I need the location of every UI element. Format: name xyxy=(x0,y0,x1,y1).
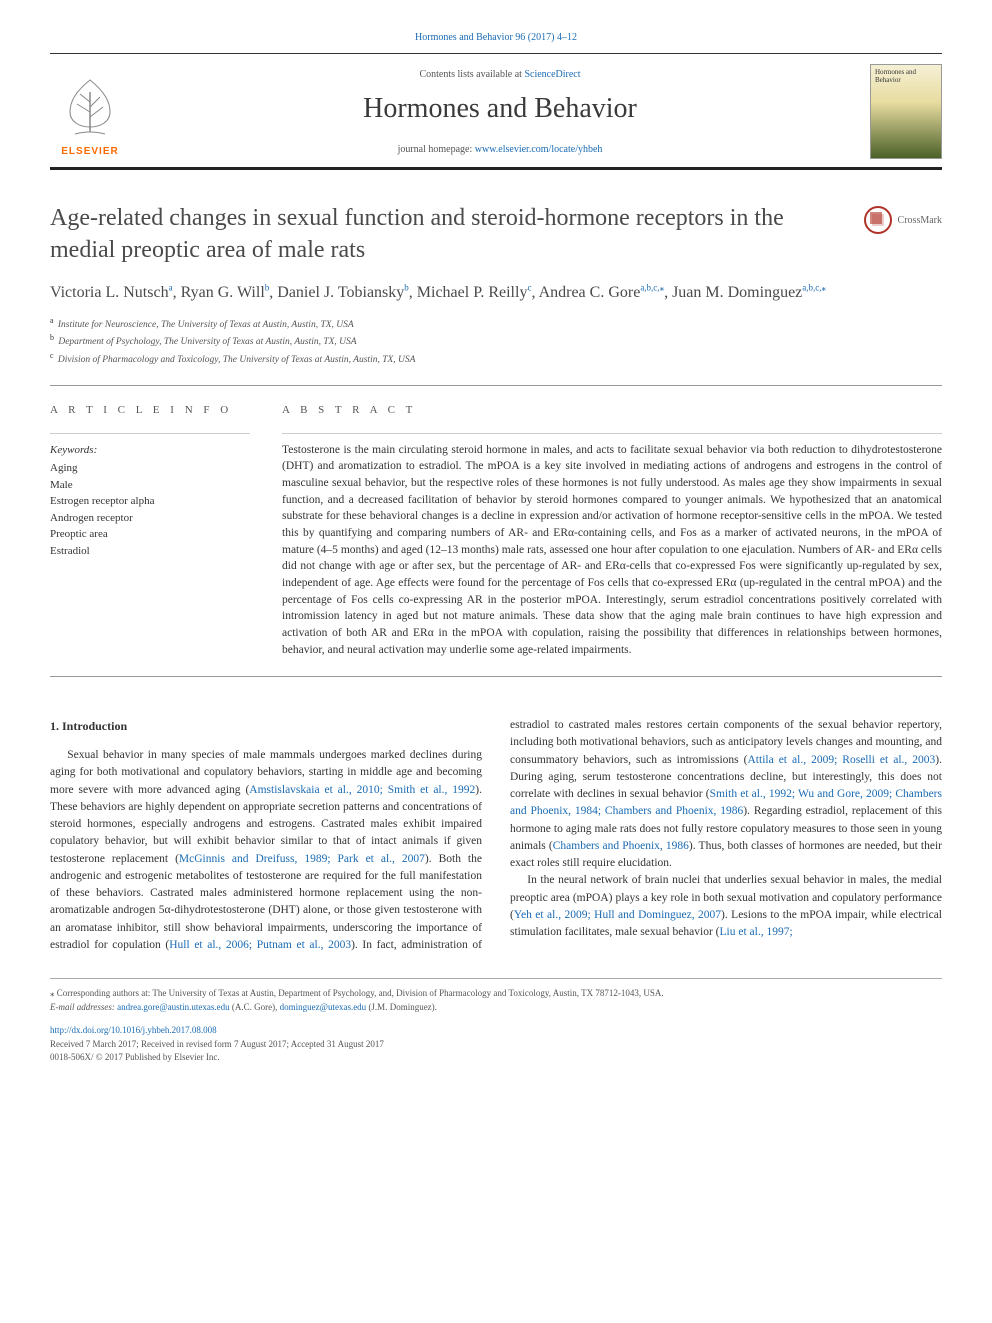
cite-link[interactable]: Yeh et al., 2009; Hull and Dominguez, 20… xyxy=(514,909,721,921)
section-1-heading: 1. Introduction xyxy=(50,717,482,735)
body-columns: 1. Introduction Sexual behavior in many … xyxy=(50,717,942,954)
cite-link[interactable]: Amstislavskaia et al., 2010; Smith et al… xyxy=(249,784,475,796)
mid-rule-1 xyxy=(50,385,942,386)
journal-title: Hormones and Behavior xyxy=(146,88,854,130)
journal-cover-thumb: Hormones and Behavior xyxy=(870,64,942,159)
footer-rule xyxy=(50,978,942,979)
author: Ryan G. Willb xyxy=(181,284,270,301)
article-info-label: A R T I C L E I N F O xyxy=(50,402,250,419)
doi-link[interactable]: http://dx.doi.org/10.1016/j.yhbeh.2017.0… xyxy=(50,1025,217,1035)
page-container: Hormones and Behavior 96 (2017) 4–12 ELS… xyxy=(0,0,992,1095)
abstract-label: A B S T R A C T xyxy=(282,402,942,419)
citation-link[interactable]: Hormones and Behavior 96 (2017) 4–12 xyxy=(415,32,577,43)
affiliation: c Division of Pharmacology and Toxicolog… xyxy=(50,350,942,367)
elsevier-tree-icon xyxy=(55,72,125,142)
affiliations: a Institute for Neuroscience, The Univer… xyxy=(50,315,942,367)
body-section: 1. Introduction Sexual behavior in many … xyxy=(50,717,942,954)
email-line: E-mail addresses: andrea.gore@austin.ute… xyxy=(50,1001,942,1015)
abstract-text: Testosterone is the main circulating ste… xyxy=(282,442,942,659)
cover-thumb-title: Hormones and Behavior xyxy=(875,69,937,84)
homepage-text: journal homepage: xyxy=(398,144,475,155)
masthead-center: Contents lists available at ScienceDirec… xyxy=(146,67,854,157)
received-line: Received 7 March 2017; Received in revis… xyxy=(50,1038,942,1052)
keyword: Androgen receptor xyxy=(50,510,250,527)
elsevier-logo: ELSEVIER xyxy=(50,64,130,159)
header-citation: Hormones and Behavior 96 (2017) 4–12 xyxy=(50,30,942,45)
cite-link[interactable]: Liu et al., 1997; xyxy=(720,926,793,938)
keyword: Preoptic area xyxy=(50,526,250,543)
sciencedirect-link[interactable]: ScienceDirect xyxy=(524,69,580,80)
email-link-2[interactable]: dominguez@utexas.edu xyxy=(280,1002,367,1012)
keywords-label: Keywords: xyxy=(50,442,250,459)
cite-link[interactable]: Hull et al., 2006; Putnam et al., 2003 xyxy=(169,939,351,951)
affiliation: b Department of Psychology, The Universi… xyxy=(50,332,942,349)
homepage-link[interactable]: www.elsevier.com/locate/yhbeh xyxy=(475,144,603,155)
keywords-list: AgingMaleEstrogen receptor alphaAndrogen… xyxy=(50,460,250,559)
corresponding-note: ⁎ Corresponding authors at: The Universi… xyxy=(50,987,942,1001)
cite-link[interactable]: Chambers and Phoenix, 1986 xyxy=(553,840,689,852)
thick-rule xyxy=(50,167,942,170)
paper-title: Age-related changes in sexual function a… xyxy=(50,202,844,267)
title-block: Age-related changes in sexual function a… xyxy=(50,202,942,267)
contents-text: Contents lists available at xyxy=(419,69,524,80)
elsevier-wordmark: ELSEVIER xyxy=(61,144,118,159)
abstract-rule xyxy=(282,433,942,434)
keyword: Estradiol xyxy=(50,543,250,560)
footer: ⁎ Corresponding authors at: The Universi… xyxy=(50,987,942,1065)
doi-line: http://dx.doi.org/10.1016/j.yhbeh.2017.0… xyxy=(50,1024,942,1038)
crossmark[interactable]: CrossMark xyxy=(864,206,942,234)
affiliation: a Institute for Neuroscience, The Univer… xyxy=(50,315,942,332)
body-para-2: In the neural network of brain nuclei th… xyxy=(510,872,942,941)
keywords-rule xyxy=(50,433,250,434)
email-label: E-mail addresses: xyxy=(50,1002,117,1012)
keyword: Male xyxy=(50,477,250,494)
author: Daniel J. Tobianskyb xyxy=(277,284,409,301)
author: Victoria L. Nutscha xyxy=(50,284,173,301)
homepage-line: journal homepage: www.elsevier.com/locat… xyxy=(146,142,854,157)
authors-line: Victoria L. Nutscha, Ryan G. Willb, Dani… xyxy=(50,281,942,305)
contents-line: Contents lists available at ScienceDirec… xyxy=(146,67,854,82)
crossmark-icon xyxy=(864,206,892,234)
info-abstract-row: A R T I C L E I N F O Keywords: AgingMal… xyxy=(50,402,942,658)
article-info-col: A R T I C L E I N F O Keywords: AgingMal… xyxy=(50,402,250,658)
abstract-col: A B S T R A C T Testosterone is the main… xyxy=(282,402,942,658)
masthead: ELSEVIER Contents lists available at Sci… xyxy=(50,54,942,167)
mid-rule-2 xyxy=(50,676,942,677)
email-link-1[interactable]: andrea.gore@austin.utexas.edu xyxy=(117,1002,230,1012)
author: Juan M. Domingueza,b,c,⁎ xyxy=(672,284,826,301)
crossmark-label: CrossMark xyxy=(898,213,942,228)
author: Andrea C. Gorea,b,c,⁎ xyxy=(539,284,665,301)
keyword: Aging xyxy=(50,460,250,477)
author: Michael P. Reillyc xyxy=(417,284,532,301)
keyword: Estrogen receptor alpha xyxy=(50,493,250,510)
cite-link[interactable]: McGinnis and Dreifuss, 1989; Park et al.… xyxy=(179,853,425,865)
issn-line: 0018-506X/ © 2017 Published by Elsevier … xyxy=(50,1051,942,1065)
cite-link[interactable]: Attila et al., 2009; Roselli et al., 200… xyxy=(748,754,936,766)
